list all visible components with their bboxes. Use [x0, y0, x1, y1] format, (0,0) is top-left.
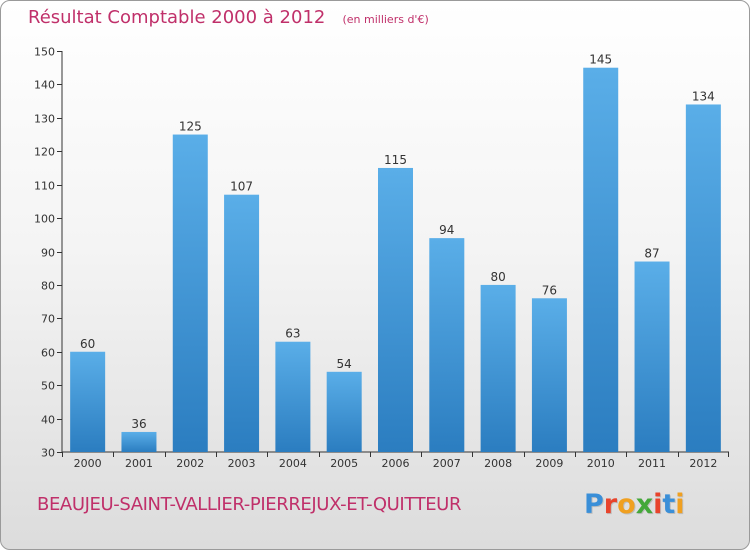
- bar-2007: [429, 238, 465, 452]
- data-label-2009: 76: [542, 283, 557, 297]
- x-tick-label: 2012: [689, 457, 717, 470]
- bar-2009: [531, 298, 567, 452]
- data-label-2001: 36: [131, 417, 146, 431]
- bars: [70, 67, 721, 453]
- bar-2003: [224, 194, 260, 453]
- y-tick-label: 90: [41, 247, 55, 260]
- logo-letter: i: [675, 489, 685, 520]
- x-tick-label: 2005: [330, 457, 358, 470]
- logo-letter: x: [635, 489, 654, 520]
- x-tick-label: 2004: [279, 457, 307, 470]
- y-tick-label: 150: [34, 46, 55, 59]
- y-tick-label: 70: [41, 313, 55, 326]
- place-name: BEAUJEU-SAINT-VALLIER-PIERREJUX-ET-QUITT…: [37, 494, 462, 515]
- data-label-2000: 60: [80, 337, 95, 351]
- bar-2012: [685, 104, 721, 452]
- data-label-2008: 80: [490, 270, 505, 284]
- y-tick-label: 80: [41, 280, 55, 293]
- logo-letter: P: [584, 489, 604, 520]
- y-tick-label: 40: [41, 414, 55, 427]
- x-axis: 2000 2001 2002 2003 2004 2005 2006 2007 2008 2009…: [62, 451, 729, 470]
- data-label-2010: 145: [589, 53, 612, 67]
- proxiti-logo: Proxiti: [584, 489, 685, 520]
- bar-2000: [70, 351, 106, 452]
- x-tick-label: 2003: [228, 457, 256, 470]
- data-label-2003: 107: [230, 180, 253, 194]
- data-label-2006: 115: [384, 153, 407, 167]
- title-row: Résultat Comptable 2000 à 2012 (en milli…: [28, 7, 429, 28]
- x-tick-label: 2007: [433, 457, 461, 470]
- chart-title: Résultat Comptable 2000 à 2012: [28, 7, 326, 28]
- data-label-2011: 87: [644, 247, 659, 261]
- logo-letter: r: [603, 489, 618, 520]
- y-tick-label: 120: [34, 146, 55, 159]
- data-label-2004: 63: [285, 327, 300, 341]
- x-tick-label: 2006: [382, 457, 410, 470]
- data-label-2012: 134: [692, 89, 715, 103]
- x-tick-label: 2008: [484, 457, 512, 470]
- data-label-2005: 54: [337, 357, 352, 371]
- data-label-2002: 125: [179, 120, 202, 134]
- x-tick-label: 2011: [638, 457, 666, 470]
- x-tick-label: 2009: [535, 457, 563, 470]
- y-tick-label: 110: [34, 180, 55, 193]
- y-tick-label: 130: [34, 113, 55, 126]
- chart-unit-note: (en milliers d'€): [342, 13, 429, 26]
- data-label-2007: 94: [439, 223, 454, 237]
- bar-2002: [172, 134, 208, 452]
- bar-2005: [326, 371, 362, 452]
- y-tick-label: 50: [41, 380, 55, 393]
- y-tick-label: 100: [34, 213, 55, 226]
- logo-letter: o: [617, 489, 636, 520]
- x-tick-label: 2000: [74, 457, 102, 470]
- y-tick-label: 60: [41, 347, 55, 360]
- bar-2004: [275, 341, 311, 452]
- x-tick-label: 2010: [587, 457, 615, 470]
- y-axis: 30 40 50 60 70 80 90 100 110 120 130 140 150: [34, 46, 63, 460]
- logo-letter: t: [662, 489, 676, 520]
- bar-2011: [634, 261, 670, 452]
- data-labels: 60 36 125 107 63 54 115 94 80 76 145 87 134: [80, 53, 715, 431]
- x-tick-label: 2001: [125, 457, 153, 470]
- bar-2001: [121, 431, 157, 452]
- logo-letter: i: [653, 489, 663, 520]
- bar-2010: [583, 67, 619, 452]
- y-tick-label: 140: [34, 79, 55, 92]
- bar-2006: [378, 167, 413, 453]
- bar-2008: [480, 284, 516, 452]
- y-tick-label: 30: [41, 447, 55, 460]
- x-tick-label: 2002: [176, 457, 204, 470]
